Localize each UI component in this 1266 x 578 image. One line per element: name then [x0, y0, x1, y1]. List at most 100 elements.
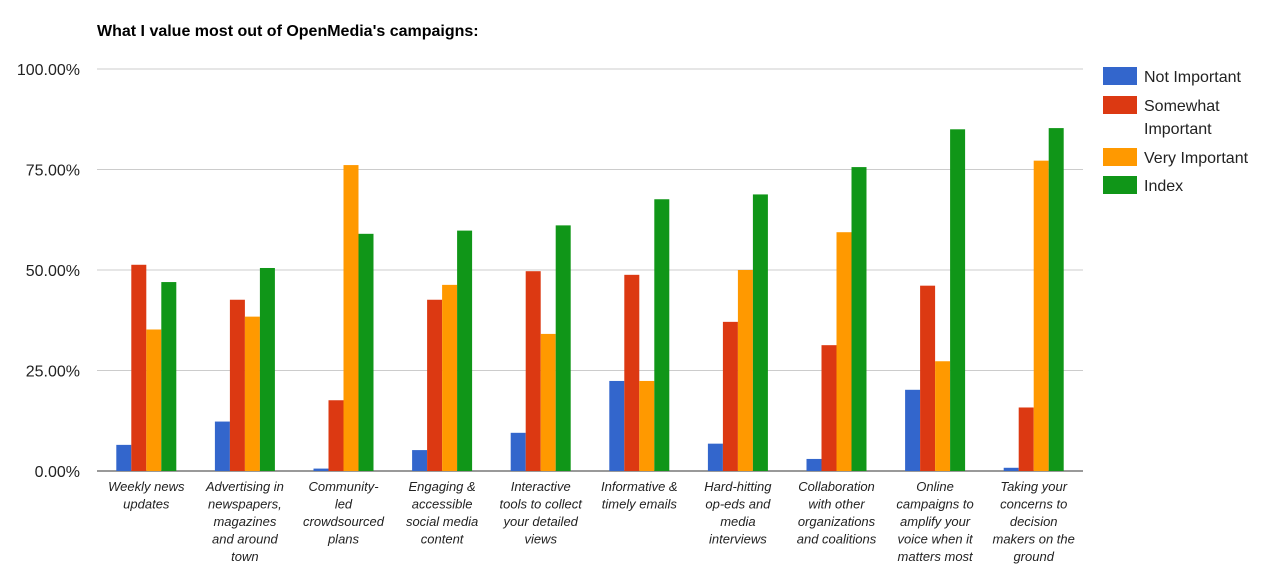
y-tick-label: 0.00%: [35, 464, 80, 481]
bar: [412, 450, 428, 471]
x-tick-label-line: with other: [808, 497, 865, 512]
legend-label: Somewhat Important: [1144, 98, 1220, 138]
bar: [525, 271, 541, 471]
x-tick-label-line: your detailed: [502, 514, 578, 529]
legend-swatch: [1103, 96, 1137, 114]
bar: [214, 421, 230, 471]
x-tick-label: Collaboration with other organizations and …: [797, 479, 877, 547]
x-tick-label: Advertising in newspapers, magazines and ar…: [205, 479, 284, 564]
bar: [131, 264, 147, 471]
legend-item: Somewhat Important: [1103, 96, 1220, 138]
x-tick-label-line: concerns to: [1000, 497, 1067, 512]
x-tick-label-line: organizations: [798, 514, 876, 529]
y-tick-label: 75.00%: [26, 163, 80, 180]
x-tick-label-line: voice when it: [898, 532, 975, 547]
x-tick-label-line: makers on the: [993, 532, 1075, 547]
x-tick-label-line: Advertising in: [205, 479, 284, 494]
y-tick-label: 25.00%: [26, 364, 80, 381]
legend-label: Very Important: [1144, 150, 1249, 167]
x-tick-label-line: updates: [123, 497, 170, 512]
x-tick-label: Weekly news updates: [108, 479, 185, 512]
x-tick-label-line: Taking your: [1000, 479, 1067, 494]
bar: [920, 285, 936, 471]
x-tick-label-line: op-eds and: [705, 497, 771, 512]
x-tick-label-line: Interactive: [511, 479, 571, 494]
x-tick-label: Taking your concerns to decision makers on …: [993, 479, 1075, 564]
legend-swatch: [1103, 176, 1137, 194]
bar: [343, 165, 359, 471]
x-tick-label: Engaging & accessible social media content: [406, 479, 478, 547]
x-axis: Weekly news updates Advertising in newspape…: [108, 479, 1075, 564]
bar: [851, 167, 867, 471]
bar: [707, 443, 723, 471]
x-tick-label-line: led: [335, 497, 353, 512]
bar: [555, 225, 571, 471]
bar: [1048, 128, 1064, 471]
bar: [457, 230, 473, 471]
chart-title: What I value most out of OpenMedia's cam…: [97, 23, 479, 40]
x-tick-label: Interactive tools to collect your detailed…: [500, 479, 584, 547]
bar: [540, 333, 556, 471]
bar: [821, 345, 837, 471]
bar: [836, 232, 852, 471]
x-tick-label-line: Collaboration: [798, 479, 875, 494]
x-tick-label-line: Weekly news: [108, 479, 185, 494]
bars: [116, 128, 1064, 472]
bar: [737, 270, 753, 471]
bar: [328, 400, 344, 471]
bar: [442, 284, 458, 471]
legend: Not Important Somewhat Important Very Impor…: [1103, 67, 1249, 195]
bar: [427, 299, 443, 471]
x-tick-label-line: town: [231, 549, 258, 564]
bar: [161, 282, 177, 471]
x-tick-label-line: tools to collect: [500, 497, 584, 512]
bar: [609, 380, 625, 471]
x-tick-label-line: accessible: [412, 497, 473, 512]
bar: [624, 274, 640, 471]
x-tick-label-line: social media: [406, 514, 478, 529]
bar: [1018, 407, 1034, 471]
bar: [259, 267, 275, 471]
legend-item: Index: [1103, 176, 1183, 195]
x-tick-label: Informative & timely emails: [601, 479, 678, 512]
x-tick-label-line: interviews: [709, 532, 767, 547]
bar: [1003, 467, 1019, 471]
x-tick-label-line: decision: [1010, 514, 1058, 529]
bar: [229, 299, 245, 471]
x-tick-label-line: Informative &: [601, 479, 678, 494]
x-tick-label-line: media: [720, 514, 755, 529]
x-tick-label-line: content: [421, 532, 465, 547]
bar: [654, 199, 670, 472]
x-tick-label-line: plans: [327, 532, 360, 547]
legend-label: Not Important: [1144, 69, 1241, 86]
y-tick-label: 100.00%: [17, 62, 80, 79]
bar: [146, 329, 162, 471]
x-tick-label-line: matters most: [898, 549, 975, 564]
x-tick-label-line: newspapers,: [208, 497, 282, 512]
bar: [1033, 160, 1049, 471]
x-tick-label: Online campaigns to amplify your voice when…: [896, 479, 974, 564]
x-tick-label-line: and around: [212, 532, 279, 547]
legend-swatch: [1103, 148, 1137, 166]
x-tick-label-line: and coalitions: [797, 532, 877, 547]
legend-swatch: [1103, 67, 1137, 85]
bar: [510, 432, 526, 471]
bar: [639, 380, 655, 471]
x-tick-label-line: campaigns to: [896, 497, 973, 512]
x-tick-label: Hard-hitting op-eds and media interviews: [704, 479, 772, 547]
x-tick-label: Community-led crowdsourced plans: [303, 479, 385, 547]
bar: [935, 361, 951, 471]
x-tick-label-line: timely emails: [602, 497, 678, 512]
bar: [313, 468, 329, 471]
bar: [244, 316, 260, 471]
x-tick-label-line: Online: [916, 479, 954, 494]
bar: [752, 194, 768, 471]
x-tick-label-line: views: [524, 532, 557, 547]
x-tick-label-line: magazines: [213, 514, 276, 529]
bar: [722, 321, 738, 471]
x-tick-label-line: ground: [1013, 549, 1054, 564]
bar: [358, 233, 374, 471]
bar: [116, 444, 132, 471]
legend-item: Very Important: [1103, 148, 1249, 167]
